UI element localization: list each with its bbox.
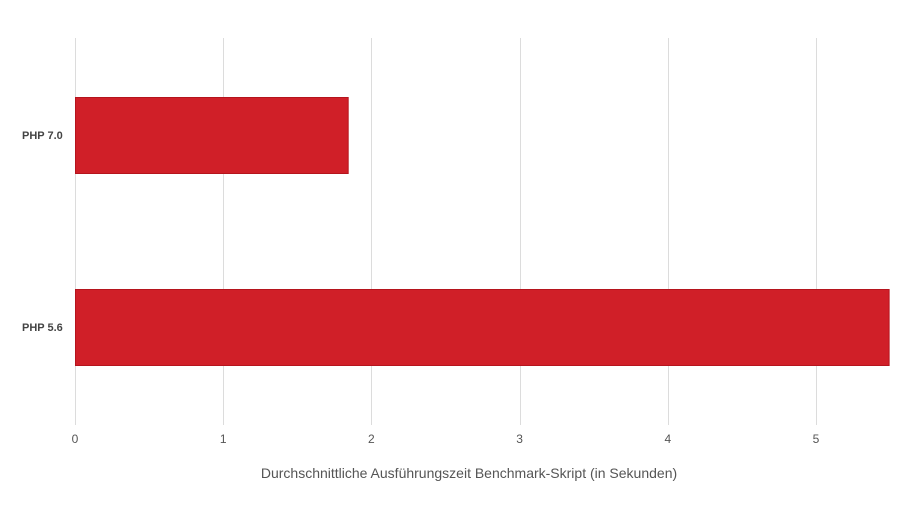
bar-php-5-6: [75, 289, 890, 366]
x-tick-label: 4: [664, 432, 671, 446]
x-axis-title: Durchschnittliche Ausführungszeit Benchm…: [261, 465, 677, 481]
x-tick-label: 2: [368, 432, 375, 446]
category-label: PHP 7.0: [22, 130, 63, 142]
bar-php-7-0: [75, 97, 349, 174]
x-tick-labels: 0 1 2 3 4 5: [72, 432, 820, 446]
x-tick-label: 3: [516, 432, 523, 446]
gridlines: [75, 38, 817, 425]
bars: [75, 97, 890, 366]
x-tick-label: 5: [813, 432, 820, 446]
x-tick-label: 1: [220, 432, 227, 446]
category-label: PHP 5.6: [22, 322, 63, 334]
x-tick-label: 0: [72, 432, 79, 446]
category-labels: PHP 7.0 PHP 5.6: [22, 130, 63, 334]
